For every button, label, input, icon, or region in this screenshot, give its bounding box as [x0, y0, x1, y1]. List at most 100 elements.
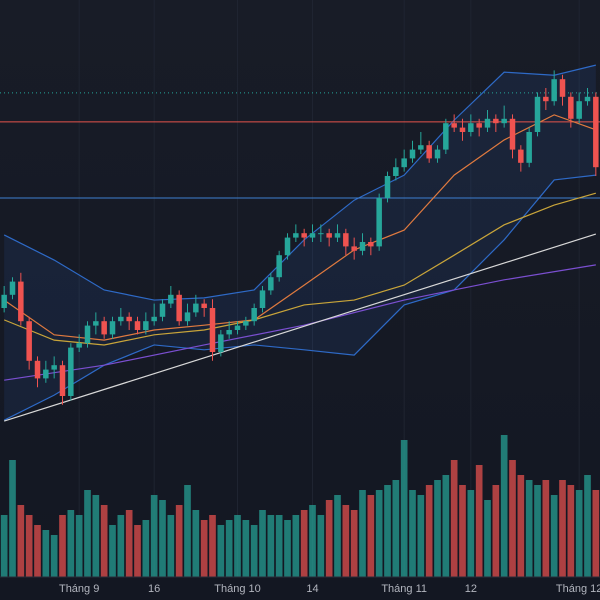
volume-bar — [350, 510, 358, 577]
candle-body — [559, 79, 566, 97]
candle-body — [393, 167, 399, 176]
candle-body — [509, 118, 516, 150]
volume-bar — [375, 490, 383, 577]
candle-body — [68, 347, 74, 396]
candle-body — [109, 321, 116, 335]
volume-bar — [417, 495, 425, 577]
candle-body — [301, 233, 307, 238]
volume-bar — [317, 515, 325, 577]
x-tick-label: Tháng 10 — [214, 583, 260, 595]
candle-body — [576, 101, 582, 119]
volume-bar — [0, 515, 8, 577]
volume-bar — [184, 485, 191, 577]
volume-bar — [92, 495, 100, 577]
volume-bar — [325, 500, 333, 577]
candle-body — [368, 242, 374, 247]
candle-body — [51, 365, 57, 370]
volume-bar — [134, 525, 141, 577]
candle-body — [401, 158, 407, 168]
volume-bar — [117, 515, 125, 577]
candle-body — [176, 294, 182, 322]
volume-bar — [242, 520, 250, 577]
volume-bar — [159, 500, 166, 577]
volume-bar — [459, 485, 466, 577]
volume-bar — [550, 495, 558, 577]
volume-bar — [209, 515, 216, 577]
volume-bar — [225, 520, 233, 577]
volume-bar — [592, 490, 600, 577]
candle-body — [259, 290, 266, 308]
volume-bar — [425, 485, 433, 577]
candle-body — [76, 343, 82, 348]
volume-bar — [259, 510, 266, 577]
candle-body — [459, 127, 466, 132]
candle-body — [476, 123, 482, 128]
volume-bar — [384, 485, 391, 577]
x-tick-label: 12 — [465, 583, 477, 595]
candle-body — [209, 308, 216, 352]
volume-bar — [567, 485, 575, 577]
volume-bar — [584, 475, 591, 577]
candle-body — [318, 233, 324, 235]
volume-bar — [509, 460, 516, 577]
plot — [0, 64, 600, 577]
candle-body — [493, 118, 499, 124]
candle-body — [443, 123, 449, 150]
x-tick-label: 16 — [148, 583, 160, 595]
candle-body — [134, 321, 141, 330]
candle-body — [168, 294, 174, 304]
candle-body — [9, 281, 16, 295]
overlay-line — [3, 233, 597, 422]
candle-body — [584, 96, 591, 102]
volume-bar — [284, 520, 291, 577]
candle-body — [484, 118, 491, 128]
time-axis — [0, 577, 600, 600]
candle-body — [276, 255, 282, 278]
candle-body — [184, 312, 191, 322]
volume-bar — [542, 480, 550, 577]
candle-body — [159, 303, 166, 317]
volume-bar — [534, 485, 541, 577]
volume-bar — [292, 515, 300, 577]
candle-body — [551, 79, 557, 102]
candle-body — [418, 145, 424, 150]
volume-bar — [559, 480, 566, 577]
volume-bar — [442, 475, 450, 577]
candle-body — [59, 365, 66, 396]
overlay-line — [3, 192, 596, 346]
volume-bar — [434, 480, 441, 577]
volume-bar — [100, 505, 108, 577]
candle-body — [201, 303, 207, 308]
candle-body — [218, 334, 224, 352]
candle-body — [409, 149, 416, 159]
volume-bar — [150, 495, 158, 577]
volume-bar — [517, 475, 525, 577]
candle-body — [193, 303, 199, 313]
volume-bar — [75, 515, 83, 577]
candle-body — [468, 123, 474, 132]
candle-body — [151, 316, 157, 322]
volume-bar — [359, 490, 366, 577]
volume-bar — [484, 500, 491, 577]
candle-body — [426, 145, 432, 159]
candle-body — [451, 123, 457, 128]
candle-body — [284, 237, 291, 256]
candle-body — [126, 316, 132, 322]
volume-bar — [59, 515, 66, 577]
x-tick-label: 14 — [306, 583, 318, 595]
volume-bar — [50, 535, 58, 577]
candle-body — [334, 233, 341, 238]
overlay-line — [3, 114, 597, 341]
volume-bar — [17, 505, 25, 577]
volume-bar — [217, 525, 225, 577]
candle-body — [326, 233, 332, 238]
volume-bar — [492, 485, 500, 577]
candle-body — [526, 132, 532, 163]
candle-body — [518, 149, 524, 163]
volume-bar — [342, 505, 350, 577]
candle-body — [309, 233, 316, 238]
volume-bar — [275, 515, 283, 577]
volume-bar — [25, 515, 33, 577]
volume-bar — [167, 515, 175, 577]
volume-bar — [367, 495, 375, 577]
